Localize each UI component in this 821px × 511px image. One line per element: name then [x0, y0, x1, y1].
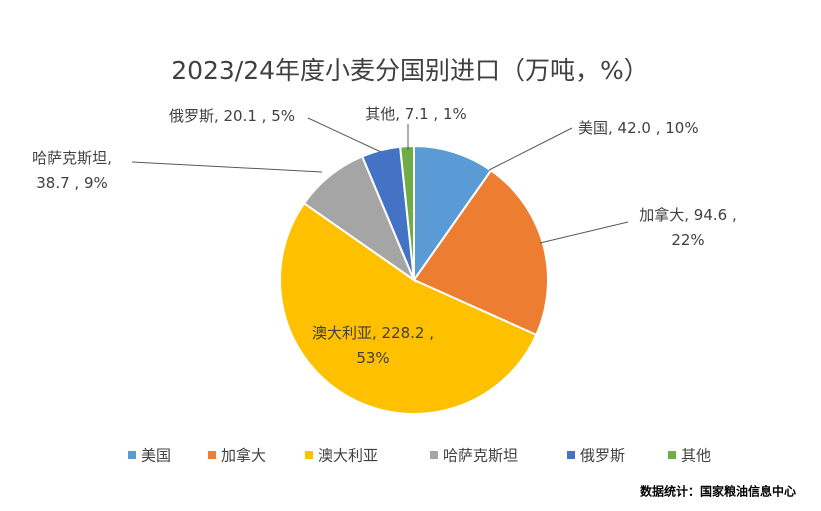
leader-line: [307, 117, 382, 153]
legend-label: 其他: [681, 447, 711, 465]
legend-swatch: [128, 451, 136, 459]
legend-swatch: [208, 451, 216, 459]
pie-slice: [412, 168, 549, 337]
legend-label: 俄罗斯: [580, 447, 625, 465]
data-label: 加拿大, 94.6 , 22%: [639, 206, 736, 249]
chart-title: 2023/24年度小麦分国别进口（万吨，%）: [171, 56, 649, 85]
source: 数据统计：国家粮油信息中心: [640, 484, 796, 499]
data-label-line: 其他, 7.1 , 1%: [365, 105, 467, 123]
pie-slice: [399, 144, 415, 281]
data-label: 哈萨克斯坦, 38.7 , 9%: [32, 149, 112, 192]
leader-line: [488, 127, 573, 171]
data-label-line: 22%: [671, 231, 704, 249]
data-label-line: 俄罗斯, 20.1 , 5%: [169, 107, 295, 125]
data-label-line: 澳大利亚, 228.2 ,: [312, 324, 434, 342]
data-label: 俄罗斯, 20.1 , 5%: [169, 107, 295, 125]
data-label: 澳大利亚, 228.2 , 53%: [312, 324, 434, 367]
data-label-line: 加拿大, 94.6 ,: [639, 206, 736, 224]
legend-label: 加拿大: [221, 447, 266, 465]
data-label: 其他, 7.1 , 1%: [365, 105, 467, 123]
data-label-line: 53%: [356, 349, 389, 367]
data-label-line: 38.7 , 9%: [36, 174, 108, 192]
leader-line: [131, 161, 323, 173]
data-label-line: 美国, 42.0 , 10%: [578, 119, 699, 137]
legend-swatch: [668, 451, 676, 459]
data-label: 美国, 42.0 , 10%: [578, 119, 699, 137]
pie-slice: [279, 201, 538, 415]
legend-swatch: [567, 451, 575, 459]
legend-swatch: [305, 451, 313, 459]
legend-label: 澳大利亚: [318, 447, 378, 465]
leader-line: [539, 221, 629, 244]
data-label-line: 哈萨克斯坦,: [32, 149, 112, 167]
legend-label: 美国: [141, 447, 171, 465]
legend-swatch: [430, 451, 438, 459]
legend-label: 哈萨克斯坦: [443, 447, 518, 465]
